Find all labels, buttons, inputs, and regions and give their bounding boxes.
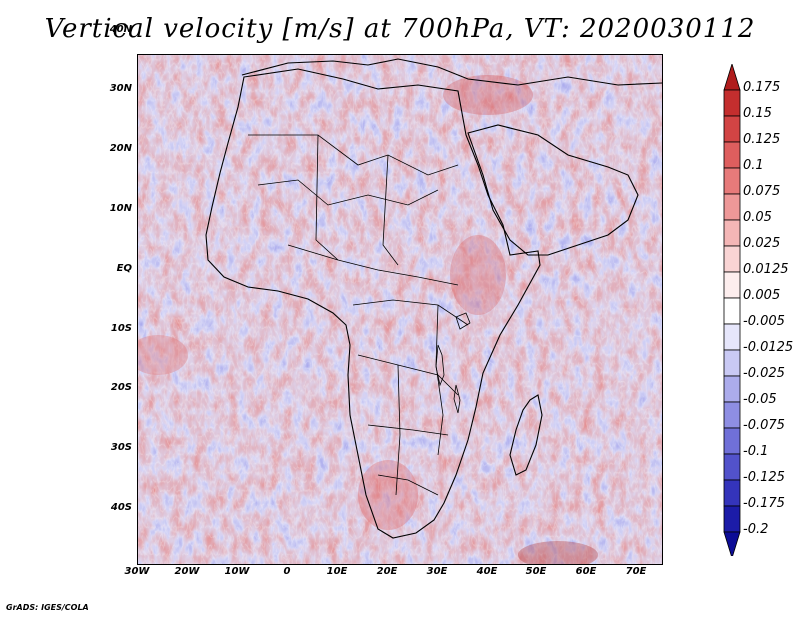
colorbar-label: 0.175 [743, 80, 781, 95]
lon-label-10e: 10E [326, 566, 348, 577]
colorbar-label: -0.175 [743, 496, 785, 511]
border-line [315, 134, 339, 261]
colorbar-label: -0.1 [743, 444, 769, 459]
credit-text: GrADS: IGES/COLA [6, 603, 89, 612]
lon-label-30e: 30E [426, 566, 448, 577]
colorbar-cell [723, 505, 741, 533]
southern-ocean-patch [518, 541, 598, 564]
colorbar-label: -0.125 [743, 470, 785, 485]
colorbar-cell [723, 89, 741, 117]
colorbar-label: 0.075 [743, 184, 781, 199]
colorbar-label: -0.05 [743, 392, 777, 407]
border-line [382, 154, 399, 266]
colorbar-cell [723, 453, 741, 481]
lat-label-20s: 20S [110, 382, 132, 393]
colorbar-bottom-triangle [723, 531, 741, 556]
border-line [352, 299, 469, 326]
lat-label-10s: 10S [110, 323, 132, 334]
border-line [395, 364, 401, 496]
colorbar-cell [723, 479, 741, 507]
colorbar-label: 0.125 [743, 132, 781, 147]
lat-label-30s: 30S [110, 442, 132, 453]
coastlines [205, 58, 662, 539]
border-line [377, 474, 439, 496]
border-line [357, 354, 459, 396]
lon-label-10w: 10W [224, 566, 250, 577]
lat-label-eq: EQ [116, 263, 132, 274]
lat-label-30n: 30N [109, 83, 132, 94]
lake-victoria [455, 312, 471, 330]
field-fine-texture [138, 55, 662, 564]
colorbar-label: 0.005 [743, 288, 781, 303]
colorbar [723, 64, 741, 556]
colorbar-cell [723, 427, 741, 455]
lon-label-30w: 30W [124, 566, 150, 577]
lat-label-20n: 20N [109, 143, 132, 154]
colorbar-top-triangle [723, 64, 741, 91]
lat-label-10n: 10N [109, 203, 132, 214]
colorbar-cell [723, 193, 741, 221]
europe-coastline [241, 58, 662, 86]
lake-tanganyika [435, 344, 445, 387]
lat-label-40s: 40S [110, 502, 132, 513]
map-svg [138, 55, 662, 564]
colorbar-cell [723, 115, 741, 143]
map-plot-area[interactable] [137, 54, 663, 565]
colorbar-label: -0.005 [743, 314, 785, 329]
colorbar-cell [723, 401, 741, 429]
southern-africa-ascent-patch [358, 460, 418, 530]
lon-label-50e: 50E [525, 566, 547, 577]
mediterranean-patch [443, 75, 533, 115]
africa-coastline [205, 68, 541, 539]
colorbar-label: -0.2 [743, 522, 769, 537]
colorbar-label: 0.1 [743, 158, 764, 173]
lon-label-20e: 20E [376, 566, 398, 577]
lon-label-60e: 60E [575, 566, 597, 577]
border-line [435, 304, 444, 456]
arabia-coastline [467, 124, 639, 256]
lon-label-40e: 40E [476, 566, 498, 577]
lon-label-0: 0 [283, 566, 291, 577]
border-line [257, 179, 439, 206]
lat-label-40n: 40N [109, 24, 132, 35]
colorbar-cell [723, 271, 741, 299]
colorbar-label: 0.15 [743, 106, 772, 121]
colorbar-cell [723, 245, 741, 273]
colorbar-cell [723, 167, 741, 195]
border-line [367, 424, 449, 436]
colorbar-label: 0.05 [743, 210, 772, 225]
lon-label-20w: 20W [174, 566, 200, 577]
colorbar-cell [723, 375, 741, 403]
colorbar-cell [723, 349, 741, 377]
lake-malawi [453, 384, 461, 414]
lon-label-70e: 70E [625, 566, 647, 577]
ethiopian-highlands-patch [450, 235, 506, 315]
madagascar-coastline [509, 394, 543, 476]
map-title: Vertical velocity [m/s] at 700hPa, VT: 2… [44, 14, 756, 44]
border-line [248, 134, 459, 176]
colorbar-label: 0.025 [743, 236, 781, 251]
atlantic-patch [138, 335, 188, 375]
colorbar-label: -0.0125 [743, 340, 794, 355]
colorbar-cell [723, 219, 741, 247]
colorbar-label: -0.075 [743, 418, 785, 433]
colorbar-cell [723, 297, 741, 325]
border-line [287, 244, 459, 286]
colorbar-label: 0.0125 [743, 262, 789, 277]
colorbar-cell [723, 323, 741, 351]
country-borders [248, 134, 471, 496]
colorbar-label: -0.025 [743, 366, 785, 381]
colorbar-cells [723, 64, 741, 556]
colorbar-cell [723, 141, 741, 169]
